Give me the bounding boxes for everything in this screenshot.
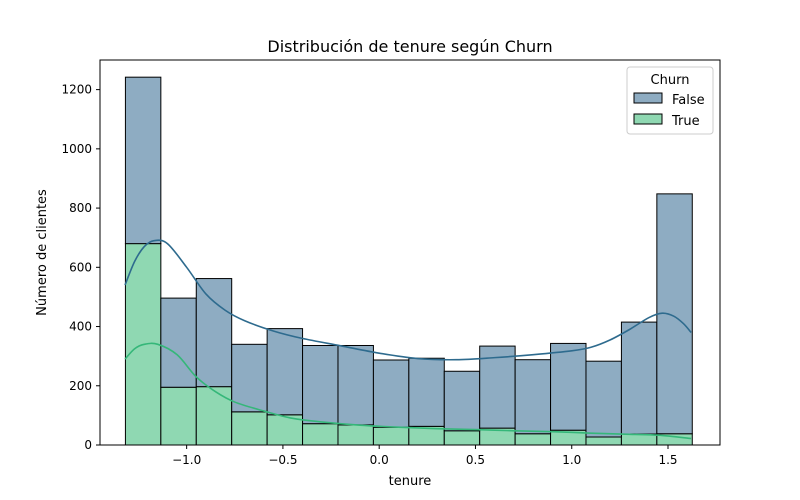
y-tick-label: 200 (69, 379, 92, 393)
x-tick-label: 0.0 (370, 453, 389, 467)
x-tick-label: −1.0 (172, 453, 201, 467)
y-tick-label: 1200 (61, 83, 92, 97)
bar-true (585, 436, 622, 446)
bar-false (550, 342, 587, 431)
bar-false (443, 370, 481, 432)
legend-label-true: True (671, 114, 700, 129)
bar-true (337, 424, 374, 446)
bar-true (195, 386, 233, 446)
legend: Churn False True (626, 66, 714, 135)
bar-true (302, 423, 339, 446)
chart-title: Distribución de tenure según Churn (267, 37, 552, 56)
bar-false (585, 360, 622, 438)
bar-true (443, 430, 481, 446)
bar-false (620, 321, 658, 435)
bar-false (266, 328, 304, 416)
legend-title: Churn (651, 73, 690, 88)
x-axis-label: tenure (389, 474, 432, 489)
y-tick-label: 0 (84, 438, 92, 452)
bar-false (408, 357, 445, 427)
legend-swatch-false (633, 92, 663, 104)
y-tick-label: 600 (69, 260, 92, 274)
kde-line-true (124, 342, 692, 440)
y-tick-label: 1000 (61, 142, 92, 156)
legend-swatch-true (633, 113, 663, 125)
bar-false (195, 278, 233, 388)
bar-false (372, 359, 410, 428)
x-axis: −1.0 −0.5 0.0 0.5 1.0 1.5 (172, 445, 678, 467)
y-axis-label: Número de clientes (35, 189, 50, 316)
kde-line-false (124, 239, 692, 361)
bar-false (337, 344, 374, 426)
y-tick-label: 800 (69, 201, 92, 215)
bar-true (372, 426, 410, 446)
x-tick-label: 1.0 (562, 453, 581, 467)
series-false-bars (124, 76, 693, 438)
x-tick-label: −0.5 (268, 453, 297, 467)
x-tick-label: 1.5 (658, 453, 677, 467)
bar-false (231, 343, 268, 413)
legend-label-false: False (672, 93, 705, 108)
bar-false (160, 297, 197, 388)
bar-false (479, 345, 516, 429)
kde-curves (124, 239, 692, 440)
y-tick-label: 400 (69, 320, 92, 334)
bar-false (124, 76, 162, 245)
bar-false (302, 344, 339, 425)
bar-true (620, 433, 658, 446)
x-tick-label: 0.5 (466, 453, 485, 467)
plot-area-frame (99, 59, 721, 446)
y-axis: 0 200 400 600 800 1000 1200 (61, 83, 100, 452)
bar-false (514, 359, 552, 435)
bar-true (231, 411, 268, 446)
bar-true (160, 386, 197, 446)
bar-true (514, 433, 552, 446)
